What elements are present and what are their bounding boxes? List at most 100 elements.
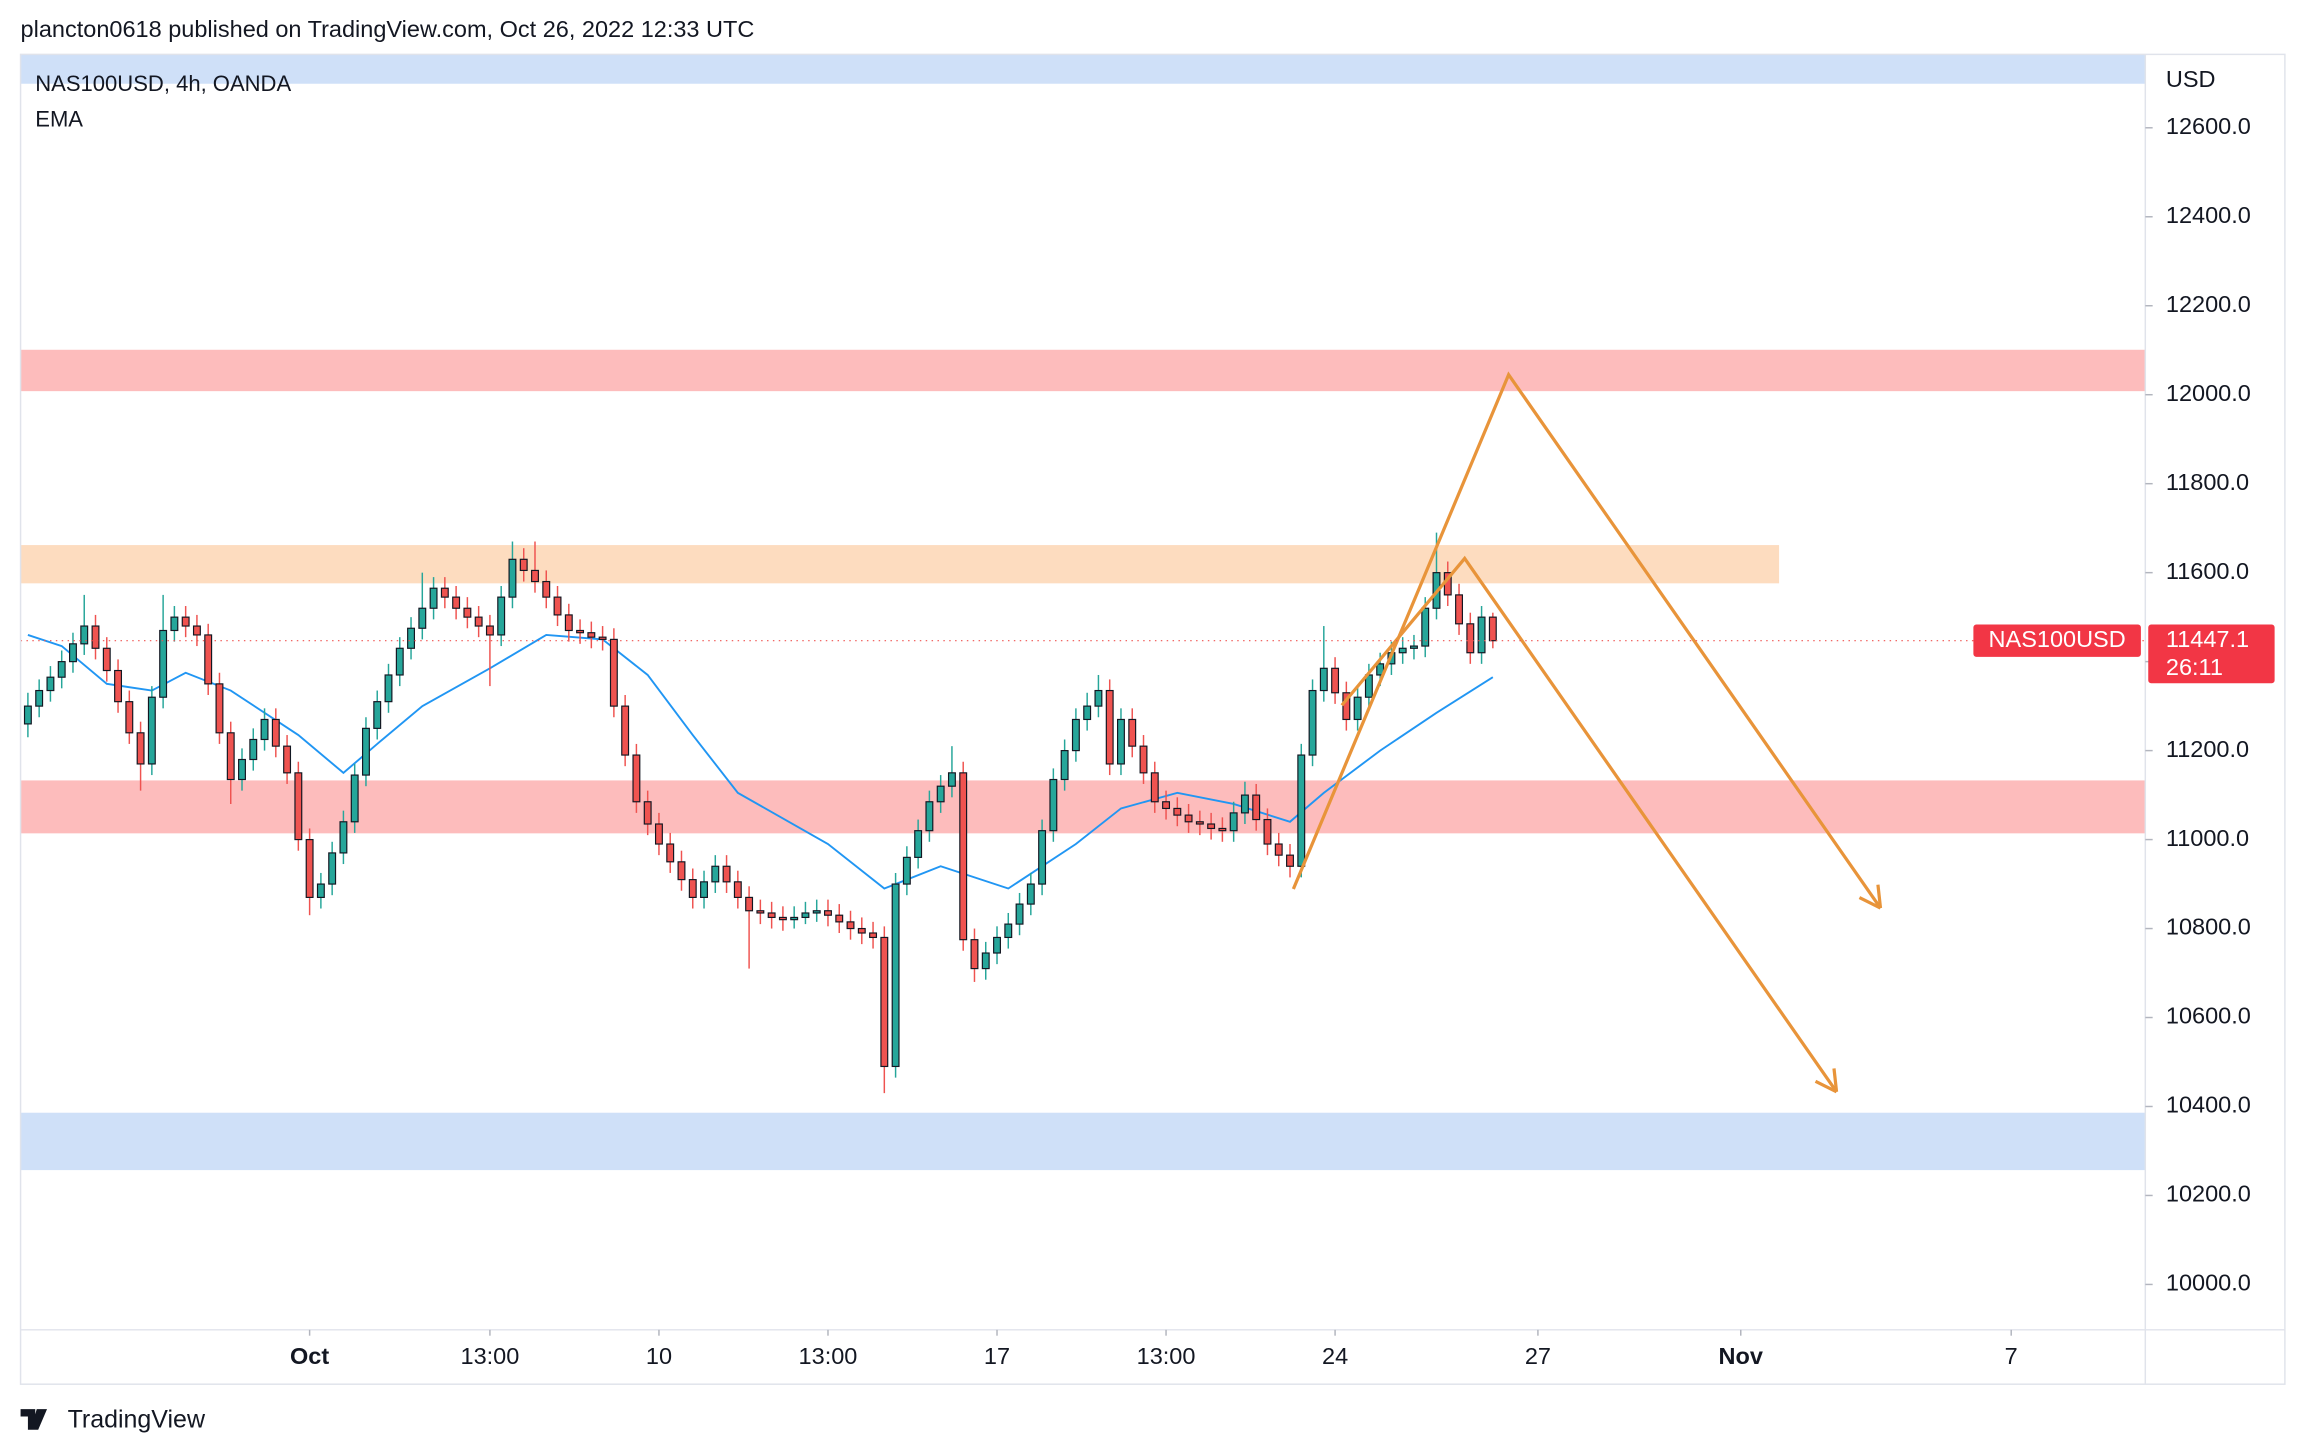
x-tick-label: 10	[646, 1343, 672, 1369]
candle-body	[271, 718, 280, 747]
candle-body	[1071, 718, 1080, 752]
candle-body	[1173, 807, 1182, 816]
candle-body	[204, 634, 213, 685]
candle-body	[880, 936, 889, 1068]
candle-body	[869, 932, 878, 939]
last-price-label: 11447.1	[2166, 626, 2249, 652]
header: plancton0618 published on TradingView.co…	[21, 16, 755, 42]
plot	[20, 54, 2146, 1171]
candle-body	[981, 952, 990, 970]
arrow-head	[1858, 896, 1882, 910]
candle-body	[1162, 801, 1171, 810]
candle-body	[23, 705, 32, 725]
candle-body	[463, 607, 472, 618]
arrow-head	[1876, 884, 1883, 909]
candle-body	[1049, 778, 1058, 832]
candle-body	[700, 881, 708, 898]
candle-body	[970, 939, 979, 970]
candle-body	[1004, 923, 1013, 939]
candle-body	[621, 705, 630, 756]
candle-body	[1319, 667, 1328, 692]
x-tick-label: 24	[1322, 1343, 1348, 1369]
candle-body	[519, 558, 528, 572]
footer: TradingView	[68, 1406, 206, 1434]
candle-body	[778, 916, 787, 921]
candle-body	[1026, 883, 1035, 905]
y-tick-label: 12600.0	[2166, 113, 2251, 139]
candle-body	[260, 718, 269, 741]
candle-body	[947, 772, 956, 787]
candle-body	[902, 856, 911, 885]
candle-body	[429, 587, 438, 609]
candle-body	[1353, 696, 1362, 721]
candle-body	[305, 838, 314, 898]
candle-body	[688, 879, 697, 898]
y-tick-label: 11600.0	[2166, 558, 2249, 584]
candle-body	[824, 910, 832, 916]
candle-body	[993, 936, 1001, 954]
candle-body	[1060, 750, 1069, 781]
candle-body	[925, 801, 934, 832]
candle-body	[35, 689, 44, 707]
candle-body	[654, 823, 663, 845]
candle-body	[249, 738, 258, 761]
candle-body	[485, 625, 494, 636]
legend-ema: EMA	[35, 106, 83, 131]
candle-body	[46, 676, 55, 692]
zone	[20, 545, 1780, 584]
candle-body	[384, 674, 393, 703]
price-tag-label: NAS100USD	[1989, 626, 2126, 652]
candle-body	[316, 883, 325, 898]
candle-body	[835, 914, 844, 923]
trend-drawing	[1340, 555, 1838, 1093]
candle-body	[114, 669, 123, 703]
candle-body	[553, 596, 562, 616]
candle-body	[542, 580, 551, 598]
candle-body	[756, 910, 765, 914]
candle-body	[361, 727, 370, 776]
candle-body	[170, 616, 179, 632]
candle-body	[891, 883, 900, 1068]
candle-body	[801, 912, 810, 919]
candle-body	[69, 643, 77, 663]
candle-body	[1207, 823, 1216, 830]
candle-body	[452, 596, 461, 609]
candle-body	[564, 614, 573, 632]
candle-body	[1229, 812, 1238, 832]
candle-body	[1184, 814, 1193, 823]
candle-body	[147, 696, 156, 765]
x-tick-label: Oct	[290, 1343, 329, 1369]
candle-body	[238, 758, 246, 781]
candle-body	[722, 865, 731, 883]
candle-body	[1421, 607, 1430, 647]
x-tick-label: 13:00	[461, 1343, 520, 1369]
candle-body	[373, 701, 382, 729]
candle-body	[1455, 594, 1464, 625]
candle-body	[1488, 616, 1497, 642]
candle-body	[192, 625, 201, 636]
y-tick-label: 12200.0	[2166, 291, 2251, 317]
candle-body	[1398, 647, 1407, 654]
candle-body	[632, 754, 641, 803]
candle-body	[1409, 645, 1418, 649]
candle-body	[395, 647, 404, 676]
candle-body	[1477, 616, 1486, 654]
candle-body	[812, 910, 821, 914]
candle-body	[857, 927, 866, 934]
candle-body	[440, 587, 449, 598]
candle-body	[1195, 821, 1204, 825]
candle-body	[102, 647, 111, 672]
frame	[19, 53, 2286, 1385]
candle-body	[1105, 689, 1114, 765]
candle-body	[1252, 794, 1261, 821]
candle-body	[598, 636, 607, 640]
candle-body	[1263, 818, 1272, 845]
candle-body	[711, 865, 720, 883]
y-tick-label: 12400.0	[2166, 202, 2251, 228]
arrow-head	[1832, 1068, 1839, 1092]
candle-body	[914, 830, 923, 858]
candle-body	[1083, 705, 1092, 721]
